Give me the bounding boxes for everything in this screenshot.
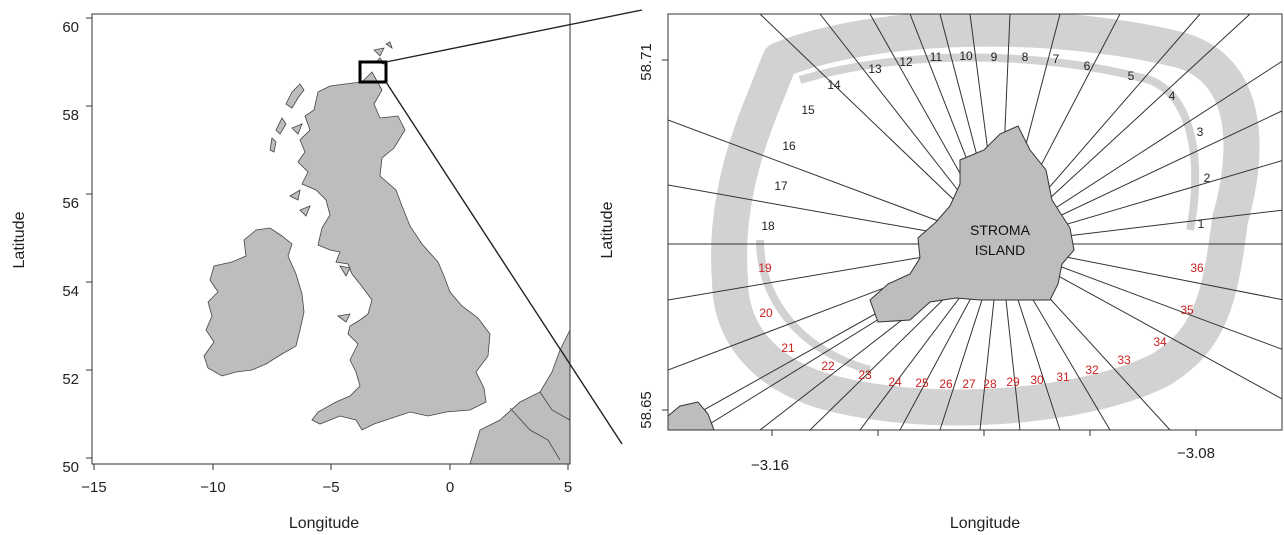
sector-label: 30	[1030, 373, 1044, 387]
great-britain-landmass	[297, 71, 491, 431]
sector-label: 21	[781, 341, 795, 355]
sector-label: 14	[827, 78, 841, 92]
left-ytick-label: 52	[62, 371, 79, 388]
left-xtick-label: −10	[200, 479, 225, 496]
sector-label: 24	[888, 375, 902, 389]
right-xtick-label: −3.16	[751, 457, 789, 474]
left-ytick-label: 60	[62, 19, 79, 36]
sector-label: 35	[1180, 303, 1194, 317]
right-x-axis-label: Longitude	[950, 515, 1020, 532]
continental-europe	[469, 329, 570, 464]
right-ytick-label: 58.71	[638, 43, 655, 81]
mainland-corner	[668, 401, 715, 430]
sector-label: 8	[1022, 50, 1029, 64]
left-y-axis-label: Latitude	[11, 211, 28, 268]
isle-of-man	[339, 265, 351, 277]
sector-label: 6	[1084, 59, 1091, 73]
right-xtick-label: −3.08	[1177, 445, 1215, 462]
sector-label: 18	[761, 219, 775, 233]
left-ytick-label: 56	[62, 195, 79, 212]
right-x-ticks	[771, 430, 1197, 436]
sector-label: 31	[1056, 370, 1070, 384]
france-border-line	[509, 391, 570, 461]
sector-label: 3	[1197, 125, 1204, 139]
anglesey	[337, 313, 351, 323]
sector-label: 22	[821, 359, 835, 373]
sector-label: 20	[759, 306, 773, 320]
sector-label: 4	[1169, 89, 1176, 103]
sector-label: 23	[858, 368, 872, 382]
zoom-inset-box	[358, 60, 388, 84]
left-y-ticks	[86, 17, 92, 459]
sector-label: 36	[1190, 261, 1204, 275]
left-x-ticks	[93, 464, 569, 470]
sector-label: 5	[1128, 69, 1135, 83]
sector-label: 1	[1198, 217, 1205, 231]
left-xtick-label: −5	[322, 479, 339, 496]
sector-label: 17	[774, 179, 788, 193]
sector-label: 26	[939, 377, 953, 391]
island-label: ISLAND	[975, 242, 1026, 258]
overview-map: 50 52 54 56 58 60 −15 −10 −5 0 5 Longitu…	[11, 13, 572, 532]
ireland-landmass	[203, 227, 305, 377]
zoom-connector-lines	[385, 9, 643, 445]
sector-label: 7	[1053, 52, 1060, 66]
left-ytick-label: 50	[62, 459, 79, 476]
stroma-island	[869, 125, 1075, 323]
sector-label: 9	[991, 50, 998, 64]
sector-label: 28	[983, 377, 997, 391]
detail-map-frame	[667, 13, 1283, 431]
left-ytick-label: 54	[62, 283, 79, 300]
left-x-axis-label: Longitude	[289, 515, 359, 532]
sector-label: 15	[801, 103, 815, 117]
sector-label: 27	[962, 377, 976, 391]
sector-label: 11	[930, 50, 943, 64]
right-ytick-label: 58.65	[638, 391, 655, 429]
sector-label: 2	[1204, 171, 1211, 185]
survey-track	[711, 14, 1260, 426]
sector-label: 19	[758, 261, 772, 275]
left-xtick-label: 0	[446, 479, 454, 496]
sector-label: 13	[868, 62, 882, 76]
sector-label: 34	[1153, 335, 1167, 349]
sector-label: 33	[1117, 353, 1131, 367]
right-y-axis-label: Latitude	[599, 201, 616, 258]
sector-label: 12	[899, 55, 913, 69]
right-y-ticks	[662, 59, 668, 411]
left-xtick-label: −15	[81, 479, 106, 496]
sector-label: 32	[1085, 363, 1099, 377]
survey-track-inner	[756, 53, 1200, 374]
sector-label: 10	[959, 49, 973, 63]
sector-label: 29	[1006, 375, 1020, 389]
inner-hebrides	[289, 123, 311, 217]
stroma-detail-map: STROMA ISLAND 12345678910111213141516171…	[599, 13, 1283, 532]
sector-label: 16	[782, 139, 796, 153]
sector-label: 25	[915, 376, 929, 390]
island-label: STROMA	[970, 222, 1031, 238]
left-xtick-label: 5	[564, 479, 572, 496]
left-ytick-label: 58	[62, 107, 79, 124]
outer-hebrides	[269, 83, 305, 153]
